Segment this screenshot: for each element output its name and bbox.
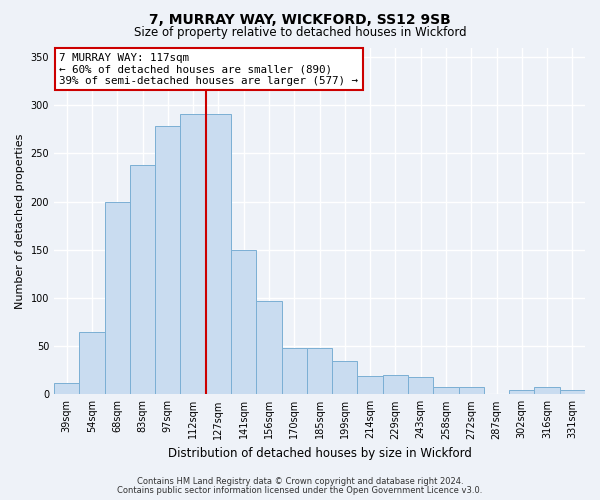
Bar xyxy=(458,386,484,394)
Bar xyxy=(104,202,130,394)
Bar xyxy=(383,375,408,394)
Bar xyxy=(79,332,104,394)
Bar xyxy=(433,386,458,394)
Bar xyxy=(256,301,281,394)
Bar xyxy=(408,377,433,394)
Bar xyxy=(231,250,256,394)
X-axis label: Distribution of detached houses by size in Wickford: Distribution of detached houses by size … xyxy=(167,447,472,460)
Text: 7 MURRAY WAY: 117sqm
← 60% of detached houses are smaller (890)
39% of semi-deta: 7 MURRAY WAY: 117sqm ← 60% of detached h… xyxy=(59,52,358,86)
Text: Contains HM Land Registry data © Crown copyright and database right 2024.: Contains HM Land Registry data © Crown c… xyxy=(137,477,463,486)
Bar xyxy=(332,360,358,394)
Text: Size of property relative to detached houses in Wickford: Size of property relative to detached ho… xyxy=(134,26,466,39)
Bar xyxy=(509,390,535,394)
Bar xyxy=(281,348,307,395)
Bar xyxy=(560,390,585,394)
Bar xyxy=(155,126,181,394)
Text: 7, MURRAY WAY, WICKFORD, SS12 9SB: 7, MURRAY WAY, WICKFORD, SS12 9SB xyxy=(149,12,451,26)
Bar xyxy=(54,382,79,394)
Bar xyxy=(181,114,206,394)
Bar xyxy=(358,376,383,394)
Bar xyxy=(307,348,332,395)
Y-axis label: Number of detached properties: Number of detached properties xyxy=(15,133,25,308)
Text: Contains public sector information licensed under the Open Government Licence v3: Contains public sector information licen… xyxy=(118,486,482,495)
Bar xyxy=(130,165,155,394)
Bar xyxy=(535,386,560,394)
Bar xyxy=(206,114,231,394)
